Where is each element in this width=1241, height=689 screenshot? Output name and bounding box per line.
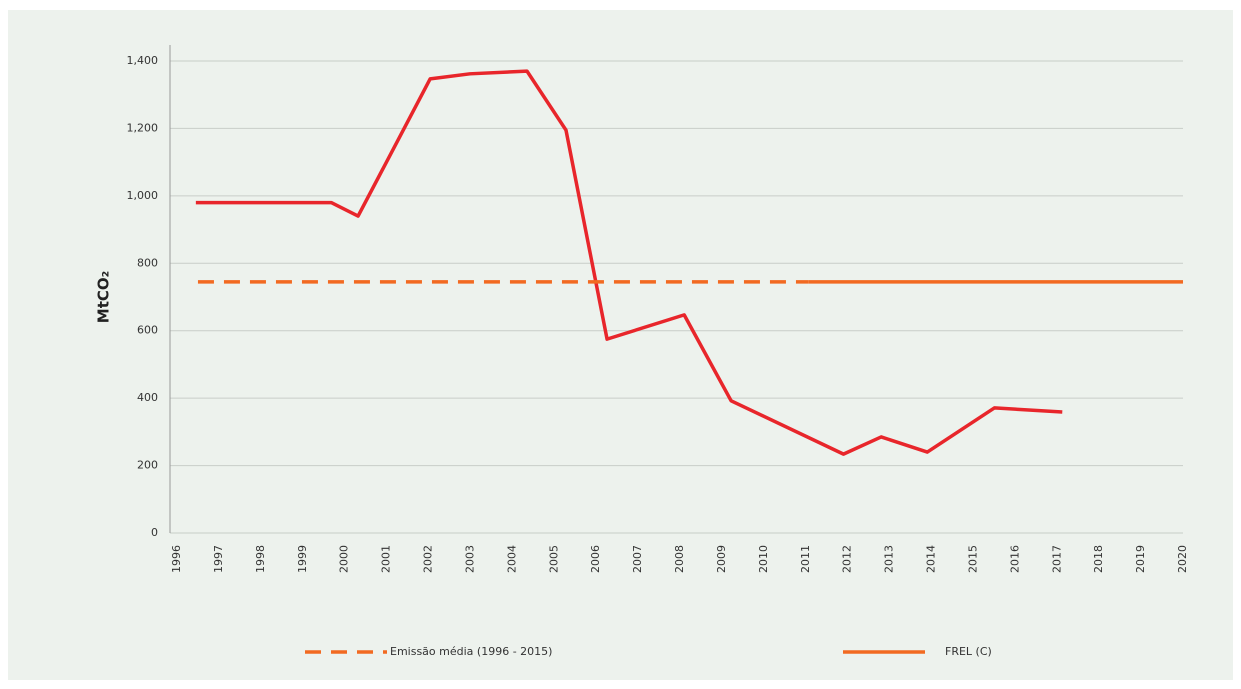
y-tick-label: 200 xyxy=(137,459,158,472)
y-tick-label: 1,000 xyxy=(127,189,159,202)
x-tick-label: 1996 xyxy=(170,545,183,573)
y-tick-label: 600 xyxy=(137,324,158,337)
data-line xyxy=(195,69,1063,456)
x-tick-label: 1998 xyxy=(254,545,267,573)
legend-label: FREL (C) xyxy=(945,645,992,658)
x-tick-label: 1999 xyxy=(296,545,309,573)
x-tick-label: 2008 xyxy=(673,545,686,573)
x-tick-label: 2010 xyxy=(757,545,770,573)
x-tick-label: 2001 xyxy=(380,545,393,573)
x-tick-label: 2020 xyxy=(1176,545,1189,573)
x-tick-label: 2016 xyxy=(1008,545,1021,573)
x-tick-label: 2009 xyxy=(715,545,728,573)
x-tick-label: 2017 xyxy=(1050,545,1063,573)
x-tick-label: 2015 xyxy=(966,545,979,573)
y-tick-label: 400 xyxy=(137,391,158,404)
y-tick-label: 800 xyxy=(137,256,158,269)
x-tick-label: 2007 xyxy=(631,545,644,573)
x-tick-label: 2000 xyxy=(338,545,351,573)
x-tick-label: 2004 xyxy=(505,545,518,573)
x-tick-label: 2011 xyxy=(799,545,812,573)
y-tick-label: 1,400 xyxy=(127,54,159,67)
y-tick-label: 1,200 xyxy=(127,121,159,134)
x-tick-label: 1997 xyxy=(212,545,225,573)
x-tick-label: 2002 xyxy=(422,545,435,573)
y-axis-label: MtCO₂ xyxy=(95,271,113,323)
x-tick-label: 2006 xyxy=(589,545,602,573)
x-tick-label: 2018 xyxy=(1092,545,1105,573)
x-tick-label: 2019 xyxy=(1134,545,1147,573)
legend-label: Emissão média (1996 - 2015) xyxy=(390,645,552,658)
x-tick-label: 2012 xyxy=(841,545,854,573)
x-tick-label: 2014 xyxy=(925,545,938,573)
x-tick-label: 2013 xyxy=(883,545,896,573)
chart-background xyxy=(8,10,1233,680)
x-tick-label: 2003 xyxy=(463,545,476,573)
x-tick-label: 2005 xyxy=(547,545,560,573)
y-tick-label: 0 xyxy=(151,526,158,539)
